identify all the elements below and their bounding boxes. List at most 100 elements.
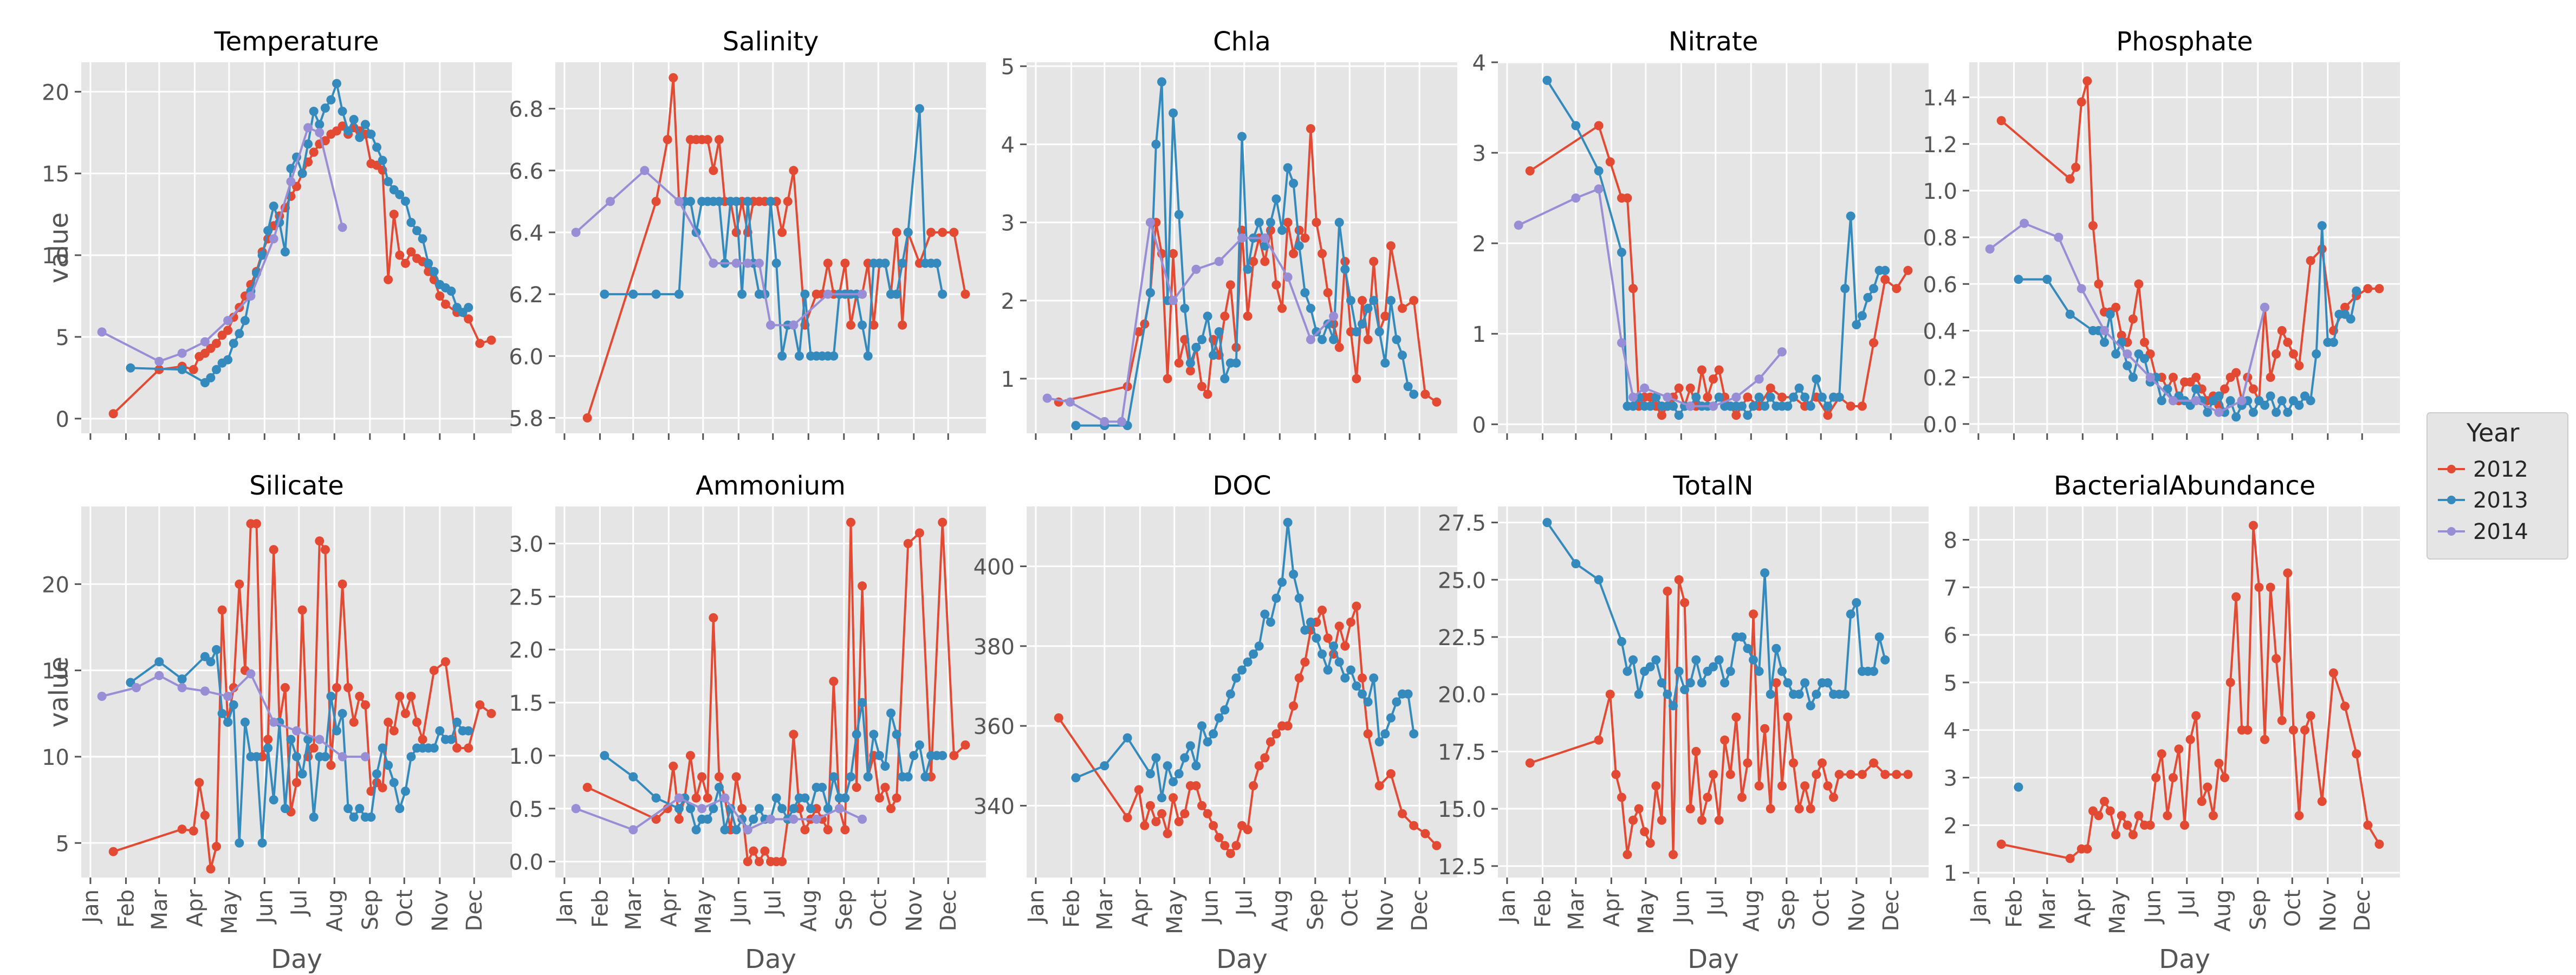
data-point	[812, 814, 821, 824]
data-point	[355, 692, 365, 701]
data-point	[1892, 284, 1902, 294]
data-point	[1754, 666, 1764, 676]
data-point	[1300, 625, 1310, 635]
data-point	[2082, 76, 2092, 86]
panel-nitrate: 0 1 2 3 4 Nitrate	[1472, 27, 1929, 440]
data-point	[686, 197, 695, 206]
data-point	[1220, 374, 1230, 384]
legend-label-2012: 2012	[2473, 457, 2528, 482]
data-point	[1840, 690, 1850, 699]
data-point	[360, 752, 370, 762]
data-point	[1749, 401, 1758, 411]
data-point	[1691, 392, 1701, 402]
data-point	[789, 804, 799, 814]
y-tick-label: 8	[1944, 528, 1957, 553]
data-point	[1174, 358, 1184, 368]
data-point	[1065, 397, 1075, 407]
data-point	[1714, 815, 1724, 825]
data-point	[366, 129, 376, 139]
data-point	[743, 857, 752, 867]
data-point	[177, 683, 187, 692]
data-point	[2272, 654, 2281, 664]
data-point	[1163, 761, 1172, 771]
data-point	[1594, 166, 1604, 176]
data-point	[384, 760, 393, 770]
data-point	[2374, 284, 2384, 294]
data-point	[1249, 781, 1258, 791]
data-point	[1697, 678, 1706, 688]
data-point	[898, 258, 907, 268]
data-point	[2163, 811, 2172, 821]
data-point	[961, 740, 970, 750]
data-point	[1857, 770, 1867, 779]
data-point	[320, 103, 330, 113]
data-point	[269, 202, 278, 211]
data-point	[1743, 411, 1753, 420]
data-point	[898, 320, 907, 330]
data-point	[1054, 713, 1063, 723]
data-point	[1846, 770, 1855, 779]
data-point	[737, 804, 747, 814]
data-point	[1283, 272, 1293, 282]
data-point	[212, 365, 221, 374]
data-point	[2294, 361, 2304, 370]
data-point	[1329, 641, 1339, 651]
data-point	[1800, 678, 1810, 688]
data-point	[1863, 292, 1873, 302]
data-point	[2237, 396, 2247, 406]
data-point	[1323, 633, 1333, 643]
data-point	[1594, 121, 1604, 131]
data-point	[1794, 804, 1804, 814]
data-point	[2203, 782, 2212, 792]
data-point	[2145, 373, 2155, 382]
data-point	[1283, 218, 1293, 227]
data-point	[1231, 358, 1241, 368]
data-point	[2272, 407, 2281, 417]
data-point	[1100, 417, 1109, 426]
data-point	[1829, 792, 1838, 802]
data-point	[571, 804, 581, 814]
data-point	[1346, 296, 1355, 306]
data-point	[1277, 303, 1287, 313]
data-point	[1214, 713, 1224, 723]
data-point	[1243, 825, 1253, 835]
data-point	[1318, 335, 1327, 344]
data-point	[858, 320, 867, 330]
panel-salinity: 5.8 6.0 6.2 6.4 6.6 6.8 Salinity	[509, 27, 986, 440]
data-point	[446, 734, 456, 744]
panel-bg	[1498, 506, 1929, 877]
data-point	[332, 79, 341, 88]
data-point	[1266, 618, 1275, 627]
data-point	[909, 751, 919, 760]
data-point	[315, 734, 325, 744]
data-point	[1743, 392, 1753, 402]
data-point	[1674, 411, 1684, 420]
data-point	[292, 752, 301, 762]
panel-title: Salinity	[723, 27, 819, 57]
x-tick-label: Jul	[1232, 889, 1257, 917]
data-point	[360, 700, 370, 710]
data-point	[2191, 384, 2201, 394]
data-point	[320, 752, 330, 762]
data-point	[269, 234, 278, 244]
data-point	[1777, 347, 1787, 357]
data-point	[189, 826, 198, 836]
data-point	[2185, 734, 2195, 744]
data-point	[777, 804, 787, 814]
data-point	[2128, 373, 2138, 382]
data-point	[378, 155, 387, 165]
series-2014	[97, 669, 370, 762]
data-point	[400, 786, 410, 796]
data-point	[1777, 666, 1787, 676]
data-point	[1720, 735, 1730, 745]
data-point	[2277, 326, 2287, 335]
y-tick-label: 1	[1001, 367, 1015, 392]
data-point	[1163, 829, 1172, 838]
x-axis-label: Day	[271, 944, 322, 974]
data-point	[606, 197, 615, 206]
data-point	[338, 708, 347, 718]
data-point	[1812, 770, 1821, 779]
gridlines	[1969, 506, 2400, 877]
data-point	[1766, 804, 1775, 814]
data-point	[1623, 666, 1632, 676]
